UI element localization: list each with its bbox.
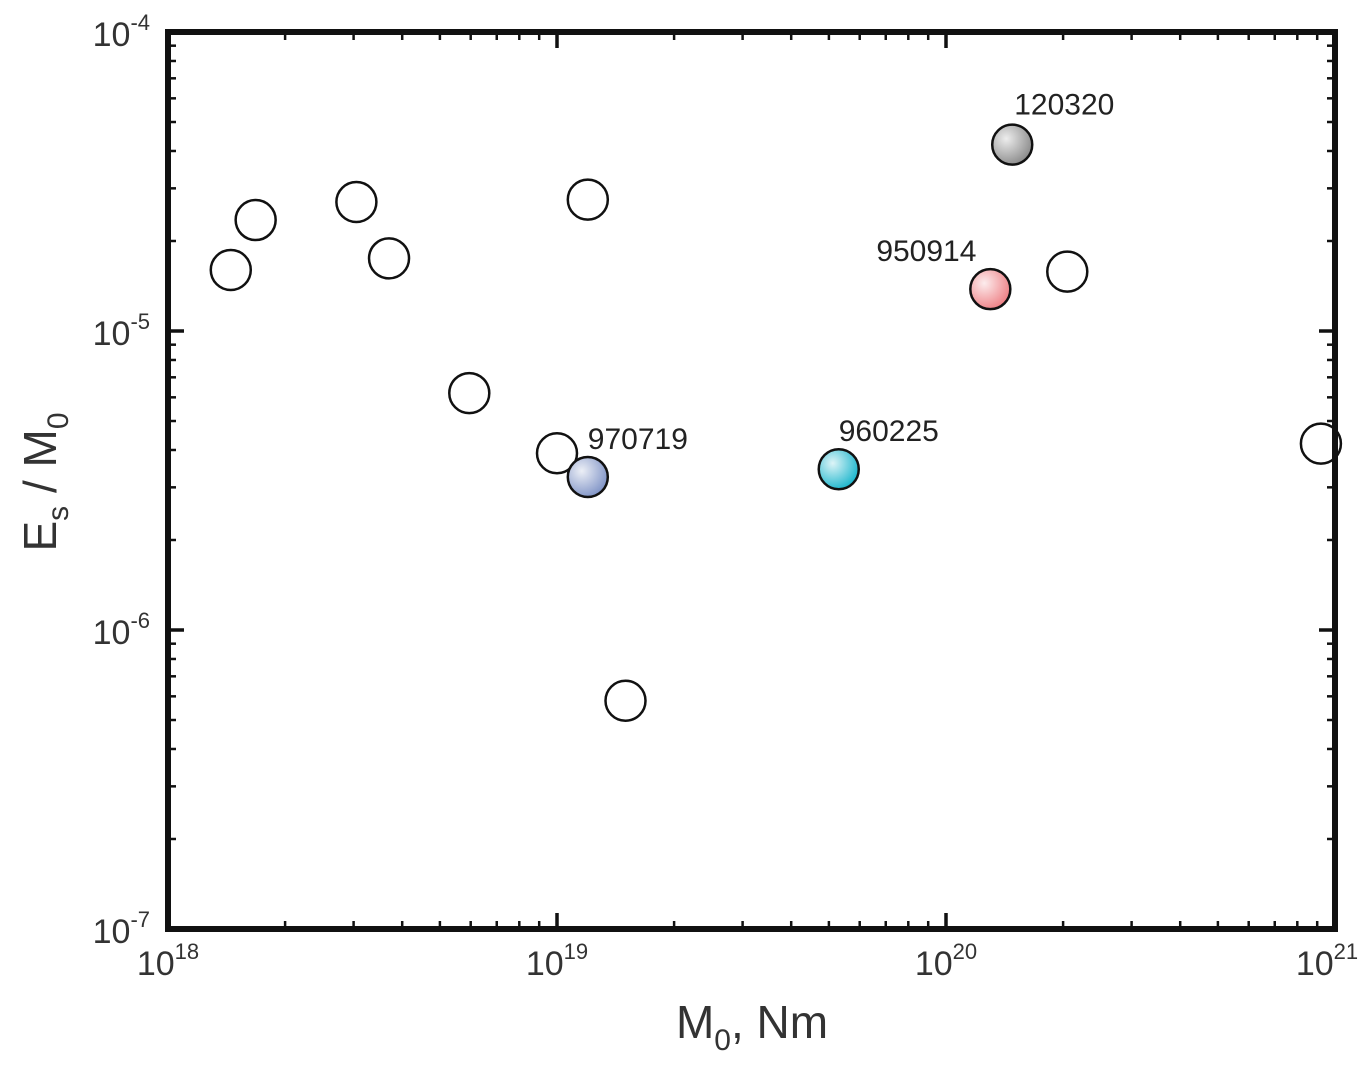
y-tick-label: 10-5 bbox=[93, 309, 150, 353]
data-point bbox=[448, 371, 491, 415]
y-tick-exponent: -4 bbox=[130, 10, 150, 35]
x-tick-label: 1021 bbox=[1296, 939, 1358, 983]
data-point bbox=[209, 248, 253, 292]
y-tick-label: 10-6 bbox=[93, 608, 150, 652]
minor-ticks bbox=[168, 32, 1335, 929]
data-point-960225 bbox=[817, 447, 860, 491]
y-axis-label-sub: s bbox=[42, 506, 75, 521]
x-tick-mantissa: 10 bbox=[915, 945, 953, 983]
y-tick-label: 10-4 bbox=[93, 10, 150, 54]
x-tick-mantissa: 10 bbox=[137, 945, 175, 983]
y-tick-exponent: -7 bbox=[130, 907, 150, 932]
data-point bbox=[1299, 422, 1343, 465]
x-tick-label: 1018 bbox=[137, 939, 199, 983]
data-point-120320 bbox=[990, 123, 1034, 166]
data-point-950914 bbox=[969, 267, 1012, 311]
data-point bbox=[335, 180, 378, 224]
y-tick-label: 10-7 bbox=[93, 907, 150, 951]
x-tick-exponent: 18 bbox=[175, 939, 199, 964]
x-axis-label-base: M bbox=[676, 996, 714, 1048]
data-point bbox=[367, 237, 411, 280]
y-axis-label-sub2: 0 bbox=[42, 412, 75, 429]
annotation-120320: 120320 bbox=[1014, 89, 1114, 122]
data-point bbox=[234, 198, 277, 242]
data-point bbox=[604, 679, 647, 722]
y-tick-mantissa: 10 bbox=[93, 913, 131, 951]
data-points bbox=[209, 123, 1343, 722]
x-tick-exponent: 20 bbox=[953, 939, 977, 964]
y-tick-mantissa: 10 bbox=[93, 315, 131, 353]
plot-frame bbox=[165, 29, 1338, 932]
data-point bbox=[1046, 250, 1089, 293]
point-annotations: 970719 960225 950914 120320 bbox=[588, 89, 1115, 456]
x-tick-label: 1020 bbox=[915, 939, 977, 983]
x-tick-exponent: 19 bbox=[564, 939, 588, 964]
x-axis-label: M0, Nm bbox=[676, 996, 828, 1057]
data-point bbox=[566, 178, 610, 221]
y-axis-label: Es / M0 bbox=[14, 412, 75, 551]
x-tick-exponent: 21 bbox=[1334, 939, 1358, 964]
y-tick-mantissa: 10 bbox=[93, 16, 131, 54]
x-tick-mantissa: 10 bbox=[1296, 945, 1334, 983]
major-ticks bbox=[166, 30, 1337, 931]
data-point-970719 bbox=[566, 455, 610, 499]
annotation-960225: 960225 bbox=[839, 415, 939, 448]
y-tick-exponent: -6 bbox=[130, 608, 150, 633]
y-tick-labels: 10-410-510-610-7 bbox=[93, 10, 150, 951]
y-axis-label-mid: / M bbox=[14, 429, 66, 506]
data-point bbox=[535, 432, 579, 475]
x-tick-labels: 1018 1019 1020 1021 bbox=[137, 939, 1358, 983]
x-axis-label-rest: , Nm bbox=[731, 996, 828, 1048]
x-axis-label-sub: 0 bbox=[714, 1024, 731, 1057]
x-tick-label: 1019 bbox=[526, 939, 588, 983]
y-axis-label-base: E bbox=[14, 521, 66, 552]
annotation-950914: 950914 bbox=[876, 235, 976, 268]
y-tick-exponent: -5 bbox=[130, 309, 150, 334]
annotation-970719: 970719 bbox=[588, 423, 688, 456]
x-tick-mantissa: 10 bbox=[526, 945, 564, 983]
y-tick-mantissa: 10 bbox=[93, 614, 131, 652]
